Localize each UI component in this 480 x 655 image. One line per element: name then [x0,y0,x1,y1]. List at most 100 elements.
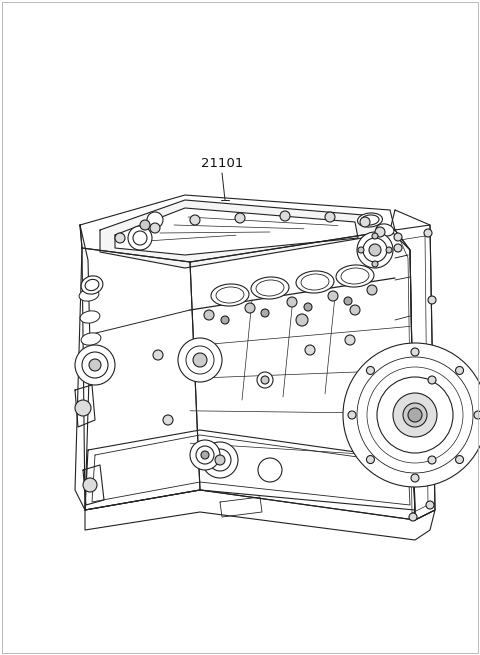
Circle shape [133,231,147,245]
Circle shape [360,217,370,227]
Circle shape [386,247,392,253]
Circle shape [305,345,315,355]
Ellipse shape [211,284,249,306]
Polygon shape [395,225,435,520]
Polygon shape [220,497,262,517]
Circle shape [190,215,200,225]
Circle shape [394,244,402,252]
Circle shape [140,220,150,230]
Circle shape [75,345,115,385]
Circle shape [372,261,378,267]
Ellipse shape [85,280,99,291]
Circle shape [221,316,229,324]
Circle shape [350,305,360,315]
Polygon shape [190,230,415,520]
Circle shape [215,455,225,465]
Circle shape [367,285,377,295]
Circle shape [202,442,238,478]
Circle shape [408,408,422,422]
Circle shape [235,213,245,223]
Circle shape [393,393,437,437]
Circle shape [204,310,214,320]
Ellipse shape [361,215,379,225]
Circle shape [83,478,97,492]
Circle shape [363,238,387,262]
Circle shape [409,513,417,521]
Circle shape [328,291,338,301]
Circle shape [261,376,269,384]
Polygon shape [92,435,410,505]
Circle shape [394,233,402,241]
Circle shape [357,357,473,473]
Polygon shape [115,208,358,255]
Circle shape [372,233,378,239]
Ellipse shape [376,224,394,236]
Circle shape [366,366,374,375]
Circle shape [150,223,160,233]
Ellipse shape [80,311,100,323]
Circle shape [424,229,432,237]
Circle shape [201,451,209,459]
Circle shape [325,212,335,222]
Circle shape [287,297,297,307]
Circle shape [403,403,427,427]
Polygon shape [75,385,95,427]
Circle shape [345,335,355,345]
Ellipse shape [336,265,374,287]
Circle shape [257,372,273,388]
Circle shape [128,226,152,250]
Circle shape [258,458,282,482]
Circle shape [153,350,163,360]
Polygon shape [100,200,380,268]
Circle shape [474,411,480,419]
Circle shape [358,247,364,253]
Polygon shape [85,490,435,540]
Polygon shape [75,225,90,510]
Circle shape [115,233,125,243]
Text: 21101: 21101 [201,157,243,170]
Circle shape [163,415,173,425]
Polygon shape [85,430,415,510]
Circle shape [89,359,101,371]
Circle shape [261,309,269,317]
Circle shape [366,455,374,464]
Circle shape [193,353,207,367]
Circle shape [456,455,464,464]
Polygon shape [390,210,435,520]
Circle shape [245,303,255,313]
Ellipse shape [358,213,383,227]
Circle shape [190,440,220,470]
Circle shape [369,244,381,256]
Circle shape [186,346,214,374]
Ellipse shape [301,274,329,290]
Circle shape [428,376,436,384]
Ellipse shape [216,287,244,303]
Circle shape [428,456,436,464]
Polygon shape [82,248,200,510]
Ellipse shape [341,268,369,284]
Circle shape [456,366,464,375]
Circle shape [428,296,436,304]
Circle shape [296,314,308,326]
Ellipse shape [82,355,102,367]
Circle shape [304,303,312,311]
Ellipse shape [81,276,103,294]
Circle shape [344,297,352,305]
Circle shape [348,411,356,419]
Polygon shape [400,236,428,513]
Circle shape [196,446,214,464]
Circle shape [82,352,108,378]
Circle shape [375,227,385,237]
Circle shape [147,212,163,228]
Ellipse shape [81,333,101,345]
Ellipse shape [296,271,334,293]
Circle shape [178,338,222,382]
Polygon shape [80,195,395,262]
Ellipse shape [79,289,99,301]
Circle shape [411,474,419,482]
Circle shape [411,348,419,356]
Circle shape [377,377,453,453]
Circle shape [357,232,393,268]
Circle shape [209,449,231,471]
Circle shape [75,400,91,416]
